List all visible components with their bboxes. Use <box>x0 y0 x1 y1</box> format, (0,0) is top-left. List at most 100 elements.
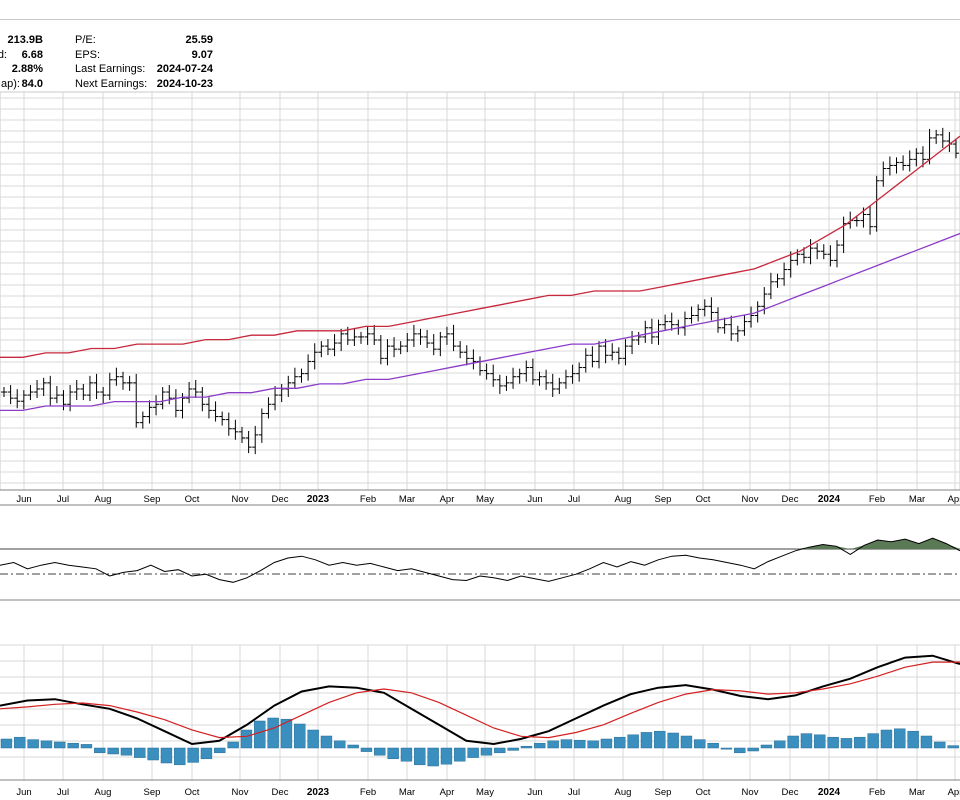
price-bar <box>562 369 569 389</box>
price-bar <box>516 368 523 384</box>
pe-value: 25.59 <box>185 34 213 46</box>
macd-histogram-bar <box>240 729 253 749</box>
macd-histogram-bar <box>467 747 479 758</box>
macd-x-tick-label: Nov <box>232 787 249 798</box>
macd-histogram-bar <box>747 747 759 752</box>
price-bar <box>900 155 907 171</box>
price-bar <box>688 306 695 324</box>
macd-histogram-bar <box>307 729 319 749</box>
price-x-tick-label: Sep <box>144 494 161 505</box>
macd-histogram-bar <box>787 735 799 749</box>
price-bar <box>166 385 173 405</box>
price-x-tick-label: Jul <box>57 494 69 505</box>
macd-histogram-bar <box>880 729 893 749</box>
price-bar <box>86 375 93 402</box>
price-bar <box>510 367 517 389</box>
price-bar <box>629 330 636 355</box>
price-bar <box>417 328 424 345</box>
macd-histogram-bar <box>827 736 839 749</box>
yield-value: 2.88% <box>11 63 43 75</box>
oscillator-panel[interactable] <box>0 504 960 601</box>
macd-signal-line <box>0 661 960 739</box>
price-bar <box>893 157 900 174</box>
macd-x-tick-label: Sep <box>655 787 672 798</box>
price-bar <box>919 146 926 168</box>
price-bar <box>483 363 490 380</box>
ma-long-line <box>0 232 960 412</box>
macd-histogram-bar <box>907 730 919 749</box>
price-bar <box>324 339 331 356</box>
price-x-tick-label: Oct <box>185 494 200 505</box>
eps-value: 9.07 <box>191 48 213 61</box>
price-bar <box>351 327 358 346</box>
price-bar <box>371 324 378 345</box>
macd-histogram-bar <box>14 736 26 749</box>
macd-histogram-bar <box>254 720 266 749</box>
macd-histogram-bar <box>720 747 733 750</box>
price-bar <box>549 373 556 397</box>
price-bar <box>364 326 371 345</box>
sctr-value: 84.0 <box>21 77 43 90</box>
price-plot-area <box>0 91 960 491</box>
macd-histogram-bar <box>867 733 879 749</box>
price-bar <box>7 385 14 405</box>
macd-x-tick-label: Jun <box>527 787 542 798</box>
info-row-eps: EPS: 9.07 <box>75 48 213 63</box>
price-bar <box>153 395 160 416</box>
price-bar <box>529 358 536 385</box>
macd-x-tick-label: Oct <box>696 787 711 798</box>
price-bar <box>470 349 477 370</box>
price-bar <box>800 247 807 264</box>
macd-x-tick-label: Dec <box>782 787 799 798</box>
macd-histogram-bar <box>854 736 866 749</box>
price-x-tick-label: Mar <box>399 494 415 505</box>
price-bar <box>635 331 642 345</box>
macd-histogram-bar <box>374 747 386 756</box>
price-bar <box>397 341 404 355</box>
price-bar <box>457 341 464 359</box>
price-bar <box>133 373 140 428</box>
macd-histogram-bar <box>614 736 626 749</box>
macd-histogram-bar <box>547 740 559 749</box>
price-bar <box>642 320 649 343</box>
price-panel[interactable]: Jun Jul Aug Sep Oct Nov Dec 2023 Feb Mar Apr May Jun… <box>0 91 960 505</box>
price-bar <box>424 329 431 349</box>
price-bar <box>159 387 166 410</box>
price-bar <box>556 377 563 394</box>
price-bar <box>443 326 450 345</box>
price-bar <box>291 367 298 388</box>
price-bar <box>906 150 913 172</box>
price-bar <box>814 243 821 260</box>
macd-histogram-bar <box>587 740 599 749</box>
price-bar <box>701 299 708 317</box>
price-bar <box>437 331 444 357</box>
price-bar <box>609 343 616 361</box>
price-bar <box>886 156 893 176</box>
price-bar <box>774 273 781 288</box>
price-bar <box>787 251 794 278</box>
price-bar <box>331 334 338 357</box>
macd-histogram-bar <box>734 747 746 754</box>
next-earnings-value: 2024-10-23 <box>156 77 213 90</box>
price-bar <box>807 239 814 265</box>
macd-histogram-bar <box>107 747 119 755</box>
price-bar <box>490 364 497 387</box>
macd-panel[interactable]: Jun Jul Aug Sep Oct Nov Dec 2023 Feb Mar Apr May Jun… <box>0 644 960 798</box>
macd-histogram-bar <box>387 747 399 760</box>
macd-histogram-bar <box>174 747 186 766</box>
macd-histogram-bar <box>694 739 706 749</box>
macd-histogram-bar <box>480 747 493 756</box>
macd-histogram-bar <box>147 747 159 761</box>
price-bar <box>47 375 54 407</box>
price-x-tick-label: Aug <box>95 494 112 505</box>
price-bar <box>278 383 285 403</box>
macd-x-tick-label: 2023 <box>307 787 330 798</box>
price-bar <box>569 364 576 384</box>
macd-x-tick-label: Dec <box>272 787 289 798</box>
macd-histogram-bar <box>947 745 959 749</box>
macd-x-tick-label: Aug <box>95 787 112 798</box>
macd-x-tick-label: 2024 <box>818 787 841 798</box>
macd-histogram-bar <box>654 730 666 749</box>
macd-x-tick-label: Apr <box>948 787 960 798</box>
